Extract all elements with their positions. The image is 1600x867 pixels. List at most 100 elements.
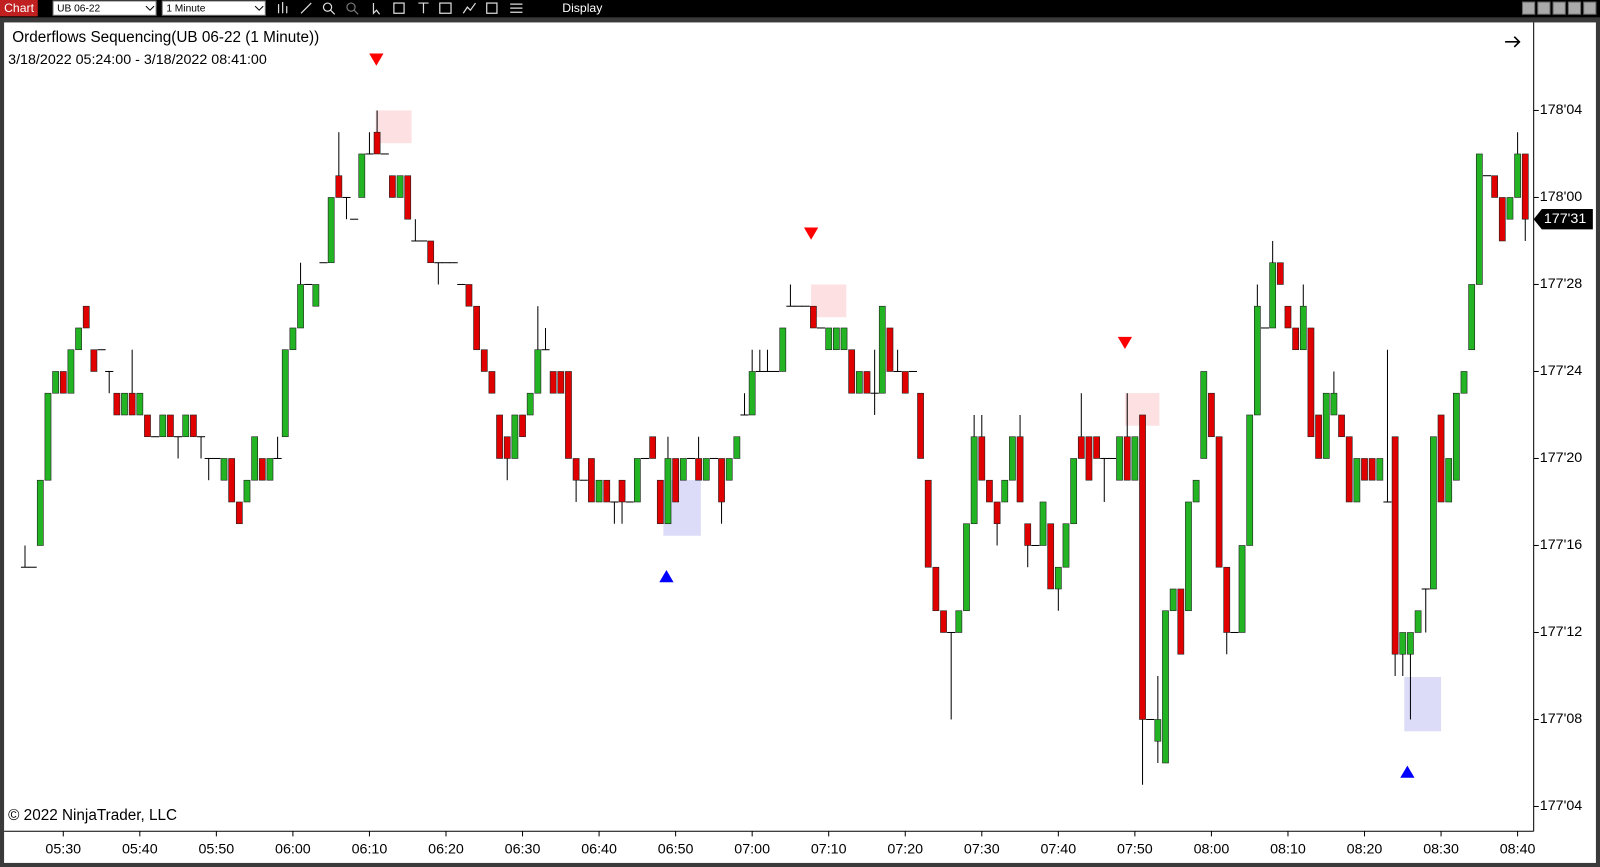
x-tick-label: 07:30 [964, 841, 1000, 857]
candle-body [1200, 371, 1208, 459]
signal-zone [811, 284, 847, 318]
candle-body [90, 349, 98, 372]
window-buttons[interactable] [1521, 1, 1597, 15]
x-tick-label: 07:40 [1040, 841, 1076, 857]
y-tick-label: 177'20 [1540, 450, 1582, 466]
candle-body [917, 392, 924, 459]
candle-body [1116, 436, 1123, 481]
candle-body [595, 479, 603, 503]
candle-body [725, 458, 733, 481]
candle-body [121, 392, 128, 416]
candle-body [1039, 501, 1047, 546]
candle-body [335, 175, 343, 198]
candle-body [955, 610, 963, 633]
candle-body [503, 436, 511, 459]
candle-body [1047, 523, 1055, 590]
candle-body [1085, 436, 1093, 481]
candle-body [235, 501, 243, 525]
candle-body [1169, 588, 1177, 612]
x-tick-label: 06:40 [581, 841, 617, 857]
candle-body [327, 197, 335, 264]
y-tick-label: 178'04 [1540, 102, 1582, 118]
candle-body [36, 479, 44, 546]
instrument-select[interactable] [52, 0, 157, 16]
candle-body [1475, 153, 1483, 285]
x-tick-label: 07:00 [734, 841, 770, 857]
candle-body [144, 414, 151, 438]
candle-body [1208, 392, 1215, 438]
scroll-arrow[interactable] [1505, 36, 1521, 48]
candle-body [1361, 458, 1368, 481]
candle-body [810, 305, 817, 329]
candle-body [67, 349, 75, 394]
candle-body [1521, 153, 1529, 220]
candle-body [1345, 436, 1353, 503]
candle-body [1498, 197, 1506, 242]
candle-body [924, 479, 932, 568]
chart-tab[interactable] [0, 0, 38, 17]
signal-arrow [803, 227, 819, 240]
candle-body [373, 131, 381, 155]
candle-body [1016, 436, 1024, 503]
candle-body [1292, 327, 1299, 351]
candle-body [825, 327, 833, 351]
candle-body [75, 327, 82, 351]
candle-body [1338, 414, 1345, 438]
candle-body [970, 436, 978, 525]
candle-body [1215, 436, 1223, 568]
candle-body [281, 349, 289, 438]
candle-body [1452, 392, 1460, 481]
candle-body [993, 501, 1001, 525]
candle-body [1376, 458, 1384, 481]
candle-body [182, 414, 190, 438]
candle-body [258, 458, 266, 481]
candle-body [940, 610, 947, 633]
candle-body [1001, 479, 1009, 503]
x-tick-label: 06:30 [505, 841, 541, 857]
signal-zone [375, 110, 412, 144]
candle-body [1353, 458, 1361, 503]
candle-body [389, 175, 396, 198]
candle-body [633, 458, 641, 503]
candle-body [427, 240, 435, 264]
candle-body [1077, 436, 1085, 459]
candle-body [1368, 458, 1376, 481]
interval-select[interactable] [161, 0, 266, 16]
candle-body [44, 392, 52, 481]
candle-body [1460, 371, 1468, 394]
candle-body [1299, 305, 1307, 351]
candle-body [159, 414, 167, 438]
candle-body [664, 458, 672, 525]
y-tick-label: 177'16 [1540, 537, 1582, 553]
candle-body [1223, 566, 1231, 633]
display-menu[interactable]: Display [562, 1, 603, 15]
x-tick-label: 05:40 [122, 841, 158, 857]
candle-body [1430, 436, 1437, 590]
candle-body [679, 458, 687, 481]
signal-zone [1404, 677, 1442, 732]
signal-arrow [1117, 336, 1133, 350]
candle-body [1276, 262, 1284, 285]
candle-body [855, 371, 863, 394]
candle-body [220, 458, 228, 481]
y-tick-label: 177'28 [1540, 276, 1582, 292]
toolbar-icons[interactable] [277, 2, 523, 15]
x-tick-label: 05:30 [45, 841, 81, 857]
candle-body [1185, 501, 1192, 612]
candle-body [1062, 523, 1070, 568]
x-tick-label: 06:20 [428, 841, 464, 857]
candle-body [82, 305, 90, 329]
last-price-box [1533, 209, 1593, 230]
candle-body [1054, 566, 1062, 590]
x-tick-label: 08:20 [1347, 841, 1383, 857]
candle-body [832, 327, 840, 351]
x-tick-label: 07:10 [811, 841, 847, 857]
candle-body [565, 371, 572, 459]
candle-body [901, 371, 909, 394]
candle-body [167, 414, 174, 438]
dropdown-arrow [254, 5, 264, 11]
candle-body [1330, 392, 1338, 416]
y-tick-label: 178'00 [1540, 189, 1582, 205]
